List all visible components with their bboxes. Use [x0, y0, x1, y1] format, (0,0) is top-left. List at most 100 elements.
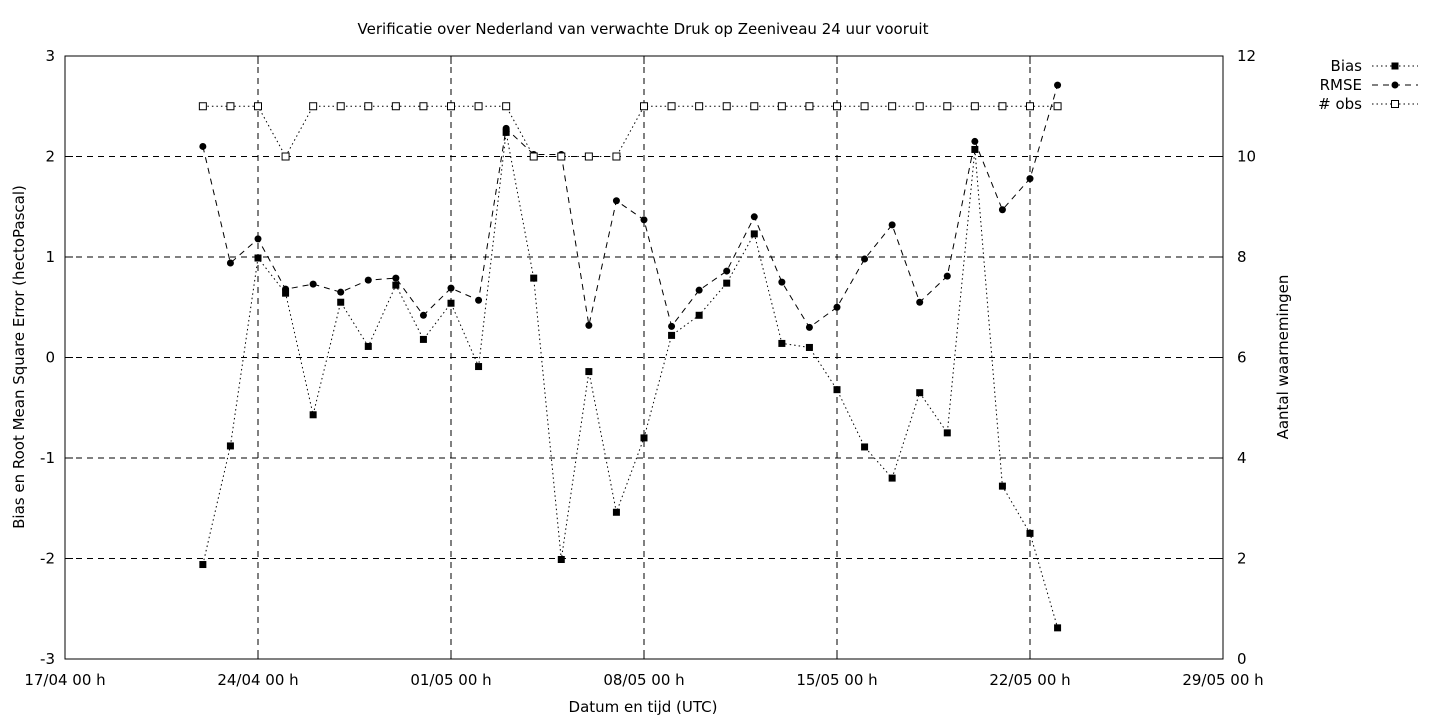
- bias-point: [861, 443, 869, 451]
- rmse-point: [337, 288, 345, 296]
- obs-point: [419, 102, 428, 111]
- y-axis-label: Bias en Root Mean Square Error (hectoPas…: [10, 185, 28, 529]
- rmse-point: [750, 213, 758, 221]
- obs-point: [833, 102, 841, 111]
- bias-point: [199, 561, 207, 569]
- bias-point: [475, 363, 483, 371]
- bias-point: [530, 274, 538, 282]
- bias-point: [723, 279, 731, 287]
- obs-point: [502, 102, 511, 111]
- obs-point: [226, 102, 235, 111]
- rmse-point: [778, 278, 786, 286]
- obs-point: [612, 152, 621, 161]
- bias-point: [337, 298, 345, 306]
- bias-point: [833, 386, 841, 394]
- rmse-point: [668, 322, 676, 330]
- bias-point: [392, 281, 400, 289]
- y2-axis-label: Aantal waarnemingen: [1274, 275, 1292, 440]
- bias-point: [1054, 624, 1062, 632]
- legend-label: Bias: [1331, 57, 1363, 75]
- obs-point: [970, 102, 979, 111]
- bias-line: [202, 132, 1059, 628]
- rmse-point: [805, 323, 813, 331]
- bias-point: [612, 508, 620, 516]
- bias-point: [254, 254, 262, 262]
- obs-point: [888, 102, 897, 111]
- rmse-point: [254, 235, 262, 243]
- obs-point: [667, 102, 676, 111]
- y2-tick-label: 6: [1237, 349, 1247, 367]
- rmse-point: [282, 285, 290, 293]
- bias-point: [309, 411, 317, 419]
- rmse-point: [943, 272, 951, 280]
- rmse-point: [226, 259, 234, 267]
- plot-frame: [64, 55, 1224, 660]
- chart-title: Verificatie over Nederland van verwachte…: [358, 20, 929, 38]
- obs-point: [805, 102, 814, 111]
- y2-tick-label: 0: [1237, 650, 1247, 668]
- y-tick-label: 3: [45, 47, 55, 65]
- obs-line: [202, 105, 1058, 158]
- y-tick-label: 2: [45, 148, 55, 166]
- rmse-point: [475, 296, 483, 304]
- bias-point: [226, 442, 234, 450]
- series: [198, 81, 1062, 632]
- legend-label: # obs: [1318, 95, 1362, 113]
- obs-series: [198, 102, 1062, 161]
- rmse-point: [971, 137, 979, 145]
- rmse-line: [202, 84, 1059, 329]
- x-tick-label: 24/04 00 h: [217, 671, 298, 689]
- bias-point: [1026, 529, 1034, 537]
- x-tick-label: 22/05 00 h: [989, 671, 1070, 689]
- y2-tick-label: 8: [1237, 248, 1247, 266]
- bias-point: [695, 311, 703, 319]
- legend-marker: [1391, 81, 1399, 89]
- y-tick-label: -3: [40, 650, 55, 668]
- obs-point: [777, 102, 786, 111]
- bias-point: [447, 299, 455, 307]
- rmse-point: [916, 298, 924, 306]
- obs-point: [474, 102, 483, 111]
- obs-point: [584, 152, 593, 161]
- bias-point: [750, 230, 758, 238]
- bias-point: [364, 342, 372, 350]
- bias-point: [998, 482, 1006, 490]
- rmse-point: [1054, 81, 1062, 89]
- bias-point: [805, 343, 813, 351]
- rmse-point: [695, 286, 703, 294]
- obs-point: [1026, 102, 1034, 111]
- obs-point: [860, 102, 869, 111]
- bias-point: [282, 289, 290, 297]
- rmse-point: [309, 280, 317, 288]
- x-tick-label: 17/04 00 h: [24, 671, 105, 689]
- rmse-point: [723, 267, 731, 275]
- bias-point: [668, 331, 676, 339]
- legend-label: RMSE: [1320, 76, 1362, 94]
- obs-point: [557, 152, 566, 161]
- legend-marker: [1391, 62, 1399, 70]
- bias-point: [585, 368, 593, 376]
- rmse-point: [447, 284, 455, 292]
- obs-point: [529, 152, 538, 161]
- bias-point: [943, 429, 951, 437]
- rmse-point: [199, 142, 207, 150]
- rmse-point: [861, 255, 869, 263]
- bias-series: [199, 128, 1062, 632]
- rmse-point: [612, 197, 620, 205]
- obs-point: [695, 102, 704, 111]
- bias-point: [778, 339, 786, 347]
- obs-point: [309, 102, 318, 111]
- legend-entry-bias: Bias: [1331, 57, 1418, 75]
- obs-point: [391, 102, 400, 111]
- x-tick-label: 08/05 00 h: [603, 671, 684, 689]
- obs-point: [336, 102, 345, 111]
- obs-point: [254, 102, 262, 111]
- y2-tick-label: 12: [1237, 47, 1256, 65]
- y-tick-label: -1: [40, 449, 55, 467]
- y2-tick-label: 10: [1237, 148, 1256, 166]
- rmse-series: [199, 81, 1062, 331]
- rmse-point: [640, 216, 648, 224]
- obs-point: [447, 102, 455, 111]
